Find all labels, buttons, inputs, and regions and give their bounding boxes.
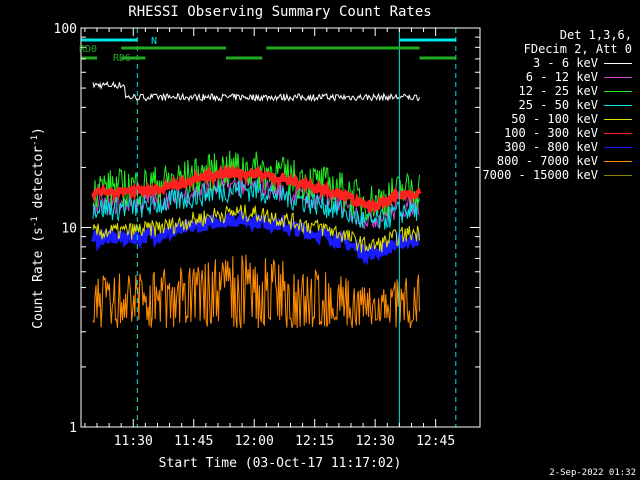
legend-swatch: [604, 146, 632, 148]
chart-title: RHESSI Observing Summary Count Rates: [128, 4, 431, 20]
legend-item-4: 50 - 100 keV: [432, 112, 632, 126]
legend-label: 7000 - 15000 keV: [482, 168, 598, 182]
legend-item-8: 7000 - 15000 keV: [432, 168, 632, 182]
legend-swatch: [604, 62, 632, 64]
legend-label: 50 - 100 keV: [511, 112, 598, 126]
legend-swatch: [604, 160, 632, 162]
legend-swatch: [604, 76, 632, 78]
x-axis-label: Start Time (03-Oct-17 11:17:02): [159, 456, 402, 471]
legend-label: 300 - 800 keV: [504, 140, 598, 154]
series-line-6: [91, 208, 421, 266]
rd0-flag-label: RD0: [79, 44, 97, 55]
x-tick-label-1: 11:45: [174, 434, 213, 449]
legend-header-2: FDecim 2, Att 0: [523, 42, 632, 56]
y-axis-label: Count Rate (s-1 detector-1): [30, 127, 46, 329]
legend-item-3: 25 - 50 keV: [432, 98, 632, 112]
legend-swatch: [604, 174, 632, 176]
legend-item-7: 800 - 7000 keV: [432, 154, 632, 168]
legend-swatch: [604, 118, 632, 120]
legend-label: 800 - 7000 keV: [496, 154, 598, 168]
x-tick-label-0: 11:30: [114, 434, 153, 449]
series-line-5: [91, 163, 422, 215]
y-tick-label-1: 10: [61, 222, 77, 237]
legend: Det 1,3,6, FDecim 2, Att 0 3 - 6 keV 6 - …: [432, 28, 632, 182]
legend-swatch: [604, 90, 632, 92]
series-line-0: [92, 80, 420, 103]
y-tick-label-2: 100: [54, 22, 77, 37]
x-tick-label-4: 12:30: [356, 434, 395, 449]
series-line-3: [92, 179, 420, 230]
legend-item-1: 6 - 12 keV: [432, 70, 632, 84]
legend-item-5: 100 - 300 keV: [432, 126, 632, 140]
series-line-4: [92, 204, 420, 253]
legend-label: 25 - 50 keV: [518, 98, 598, 112]
ticks-layer: 11:30 11:45 12:00 12:15 12:30 12:45 1 10 100: [54, 22, 480, 449]
night-flag-label: N: [151, 36, 157, 47]
x-tick-label-5: 12:45: [416, 434, 455, 449]
legend-swatch: [604, 104, 632, 106]
legend-label: 12 - 25 keV: [518, 84, 598, 98]
timestamp: 2-Sep-2022 01:32: [549, 468, 636, 478]
legend-item-6: 300 - 800 keV: [432, 140, 632, 154]
series-layer: [91, 80, 422, 329]
legend-label: 100 - 300 keV: [504, 126, 598, 140]
legend-label: 3 - 6 keV: [532, 56, 598, 70]
x-tick-label-2: 12:00: [235, 434, 274, 449]
legend-swatch: [604, 132, 632, 134]
legend-header-1: Det 1,3,6,: [559, 28, 632, 42]
rd6-flag-label: RD6: [113, 53, 131, 64]
series-line-7: [92, 254, 420, 329]
legend-item-2: 12 - 25 keV: [432, 84, 632, 98]
legend-item-0: 3 - 6 keV: [432, 56, 632, 70]
y-tick-label-0: 1: [69, 421, 77, 436]
x-tick-label-3: 12:15: [295, 434, 334, 449]
legend-label: 6 - 12 keV: [525, 70, 598, 84]
